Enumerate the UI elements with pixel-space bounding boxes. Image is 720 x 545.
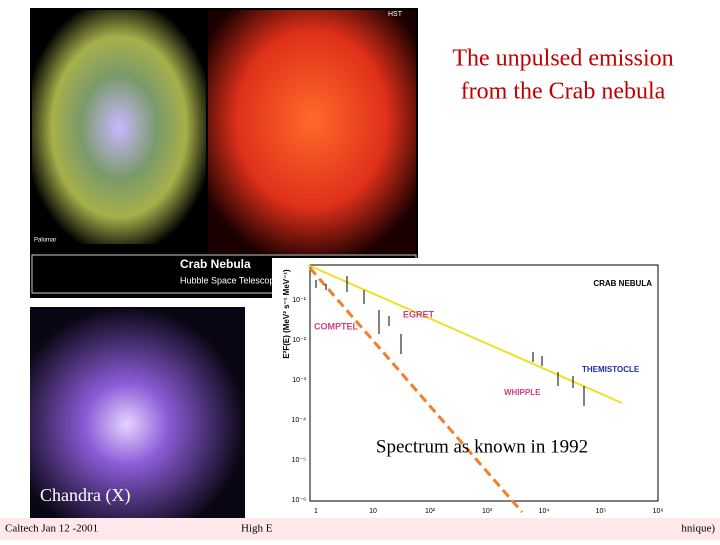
caption-sub: Hubble Space Telescope · Wide Field P xyxy=(180,275,338,285)
y-tick-label: 10⁻³ xyxy=(292,377,306,384)
palomar-label: Palomar xyxy=(34,238,56,244)
x-tick-label: 10² xyxy=(425,508,436,515)
chandra-image: Chandra (X) xyxy=(30,307,245,520)
plot-title: CRAB NEBULA xyxy=(593,279,652,288)
caption-title: Crab Nebula xyxy=(180,257,251,271)
x-tick-label: 10 xyxy=(369,508,377,515)
footer-left: Caltech Jan 12 -2001 xyxy=(5,523,98,535)
experiment-label: WHIPPLE xyxy=(504,388,541,397)
x-tick-label: 10⁴ xyxy=(539,508,550,515)
x-tick-label: 10⁵ xyxy=(596,508,607,515)
chandra-label: Chandra (X) xyxy=(40,485,130,506)
x-ticks: 1 10 10² 10³ 10⁴ 10⁵ 10⁶ xyxy=(314,508,663,515)
slide-title-line: The unpulsed emission xyxy=(452,46,673,72)
palomar-image xyxy=(32,10,206,244)
dashed-fit-line xyxy=(308,267,524,513)
chandra-picture xyxy=(30,307,245,520)
y-axis-label: E²F(E) (MeV² s⁻¹ MeV⁻¹) xyxy=(282,269,291,359)
plot-caption: Spectrum as known in 1992 xyxy=(376,436,588,457)
y-tick-label: 10⁻¹ xyxy=(292,297,306,304)
slide-title-line: from the Crab nebula xyxy=(461,79,666,105)
spectrum-plot: 1 10 10² 10³ 10⁴ 10⁵ 10⁶ 10⁻¹10⁻²10⁻³10⁻⁴10⁻⁵1… xyxy=(272,258,672,530)
experiment-label: COMPTEL xyxy=(314,321,359,331)
error-bars xyxy=(315,276,585,406)
footer-center: High E xyxy=(241,523,273,535)
experiment-label: EGRET xyxy=(403,309,435,319)
y-ticks: 10⁻¹ 10⁻² 10⁻³ 10⁻⁴ 10⁻⁵ 10⁻⁶ xyxy=(292,297,307,504)
x-tick-label: 10³ xyxy=(482,508,493,515)
fit-line xyxy=(307,264,623,404)
x-tick-label: 1 xyxy=(314,508,318,515)
y-tick-label: 10⁻⁴ xyxy=(292,417,307,424)
data-points xyxy=(315,276,585,406)
x-tick-label: 10⁶ xyxy=(653,508,664,515)
hst-red-image xyxy=(208,10,416,254)
plot-background xyxy=(272,258,672,530)
plot-axes xyxy=(309,264,659,502)
footer-right: hnique) xyxy=(681,523,715,535)
y-tick-label: 10⁻⁵ xyxy=(292,457,306,464)
y-tick-label: 10⁻⁶ xyxy=(292,497,306,504)
hst-label: HST xyxy=(388,11,403,18)
hst-image: HST Palomar Crab Nebula Hubble Space Tel… xyxy=(30,8,418,298)
experiment-label: THEMISTOCLE xyxy=(582,365,640,374)
y-tick-label: 10⁻² xyxy=(292,337,306,344)
footer-bar xyxy=(0,518,720,540)
